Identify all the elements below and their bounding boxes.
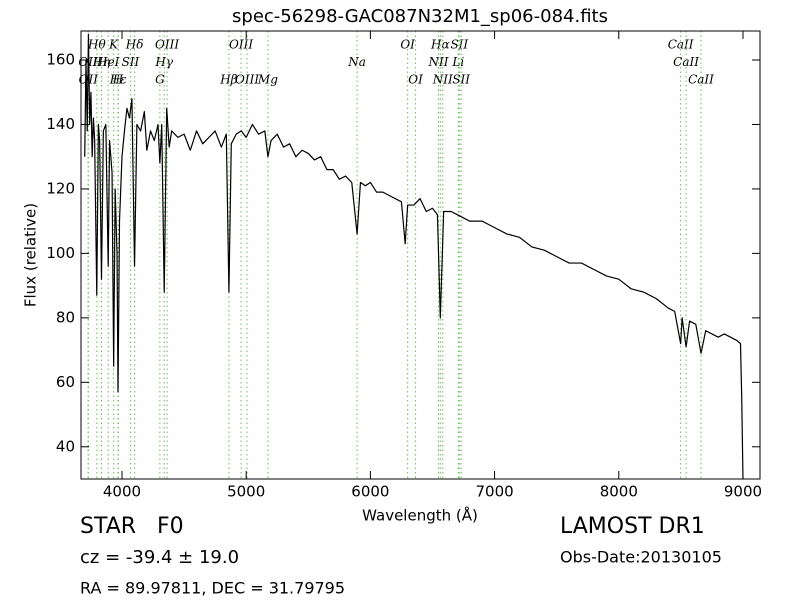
redshift: cz = -39.4 ± 19.0 xyxy=(80,547,239,568)
object-class: STAR F0 xyxy=(80,514,184,539)
spectral-line-label: Hε xyxy=(109,73,127,87)
spectral-line-label: HeI xyxy=(96,55,120,69)
spectral-line-label: Hη xyxy=(92,55,111,69)
chart-title: spec-56298-GAC087N32M1_sp06-084.fits xyxy=(232,6,608,27)
spectral-line-label: CaII xyxy=(673,55,699,69)
y-tick-label: 140 xyxy=(46,115,75,133)
y-tick-label: 80 xyxy=(56,308,75,326)
x-tick-label: 5000 xyxy=(227,483,265,501)
spectral-line-label: Hθ xyxy=(87,38,106,52)
y-tick-label: 160 xyxy=(46,51,75,69)
spectral-line-label: SII xyxy=(450,38,468,52)
spectral-line-label: Hγ xyxy=(154,55,173,69)
spectrum-line xyxy=(84,33,744,479)
y-axis-label: Flux (relative) xyxy=(22,203,40,307)
x-axis-label: Wavelength (Å) xyxy=(362,506,478,525)
y-tick-label: 60 xyxy=(56,373,75,391)
spectral-line-label: Na xyxy=(347,55,366,69)
spectral-line-label: CaII xyxy=(668,38,694,52)
spectral-line-label: SII xyxy=(452,73,470,87)
spectral-line-label: CaII xyxy=(688,73,714,87)
spectral-line-label: NII xyxy=(427,55,448,69)
x-tick-label: 7000 xyxy=(475,483,513,501)
spectral-line-label: H xyxy=(112,73,124,87)
y-tick-label: 40 xyxy=(56,437,75,455)
x-tick-label: 6000 xyxy=(351,483,389,501)
spectral-line-label: NII xyxy=(432,73,453,87)
x-tick-label: 4000 xyxy=(103,483,141,501)
spectral-line-label: SII xyxy=(122,55,140,69)
plot-frame xyxy=(80,30,761,480)
x-tick-label: 9000 xyxy=(724,483,762,501)
spectral-line-label: K xyxy=(108,38,119,52)
spectral-line-label: Li xyxy=(451,55,464,69)
spectral-line-label: OIII xyxy=(235,73,259,87)
spectral-line-label: Mg xyxy=(257,73,278,87)
spectral-line-label: OIII xyxy=(155,38,179,52)
spectral-line-label: Hβ xyxy=(219,73,237,87)
spectral-line-label: Hα xyxy=(430,38,450,52)
coordinates: RA = 89.97811, DEC = 31.79795 xyxy=(80,579,345,598)
obs-date: Obs-Date:20130105 xyxy=(560,548,722,567)
spectral-line-label: OI xyxy=(400,38,415,52)
spectral-line-label: G xyxy=(155,73,165,87)
spectral-line-label: OIII xyxy=(229,38,253,52)
survey: LAMOST DR1 xyxy=(560,514,705,539)
x-tick-label: 8000 xyxy=(600,483,638,501)
spectral-line-label: Hδ xyxy=(125,38,144,52)
y-tick-label: 100 xyxy=(46,244,75,262)
y-tick-label: 120 xyxy=(46,179,75,197)
spectral-line-label: OI xyxy=(408,73,423,87)
